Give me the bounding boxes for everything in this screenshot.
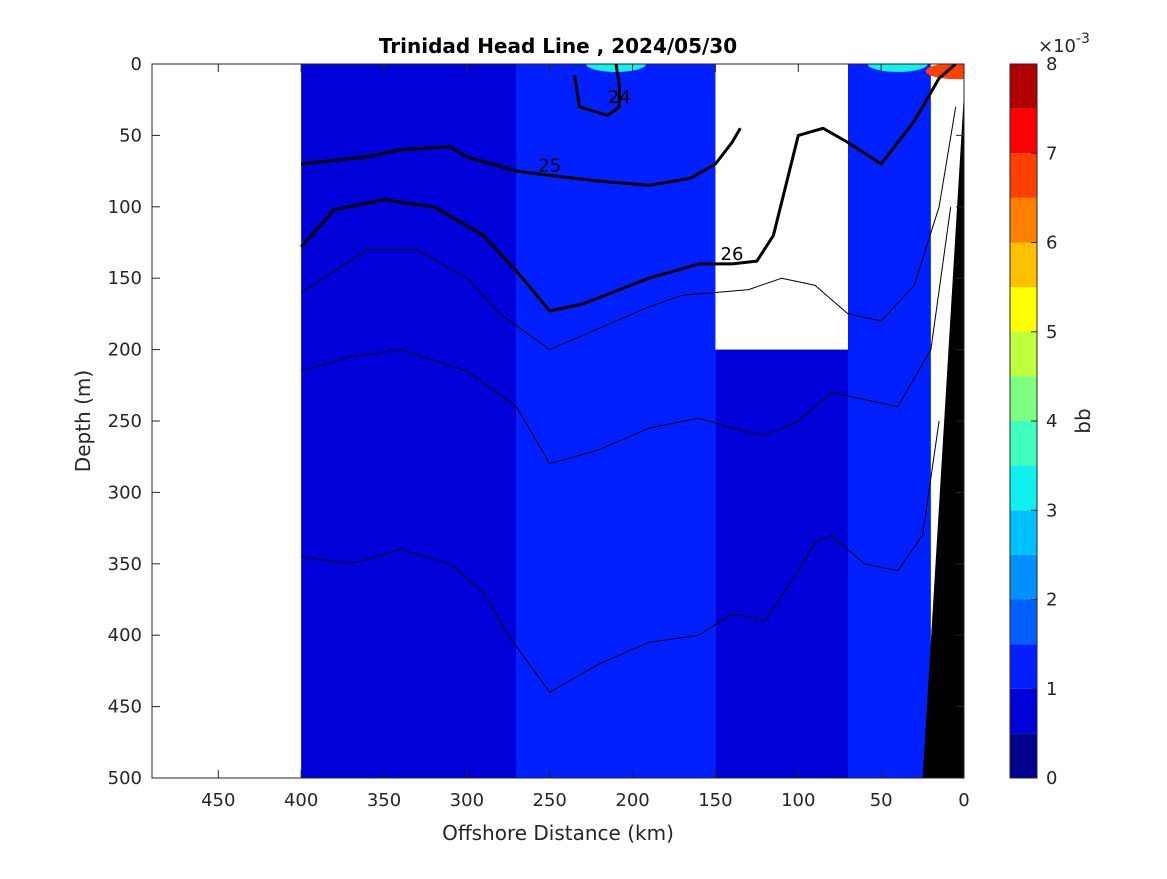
colorbar-multiplier-base: ×10 bbox=[1038, 36, 1076, 57]
colorbar-cell-13 bbox=[1010, 197, 1037, 243]
colorbar-cell-9 bbox=[1010, 376, 1037, 421]
x-tick-label-200: 200 bbox=[615, 790, 649, 811]
x-tick-label-350: 350 bbox=[367, 790, 401, 811]
x-axis-label: Offshore Distance (km) bbox=[442, 821, 674, 845]
chart-title: Trinidad Head Line , 2024/05/30 bbox=[379, 34, 737, 58]
x-axis-ticks: 450 400 350 300 250 200 150 100 50 0 bbox=[201, 64, 970, 811]
colorbar: 0 1 2 3 4 5 6 7 8 ×10-3 bb bbox=[1009, 31, 1095, 789]
colorbar-cell-1 bbox=[1010, 733, 1037, 778]
y-tick-label-150: 150 bbox=[108, 268, 142, 289]
y-tick-label-450: 450 bbox=[108, 697, 142, 718]
x-tick-label-450: 450 bbox=[201, 790, 235, 811]
seafloor-mask bbox=[922, 92, 964, 778]
isopycnal-26 bbox=[299, 64, 957, 313]
isopycnal-label-25: 25 bbox=[538, 155, 561, 176]
colorbar-tick-label-2: 2 bbox=[1046, 590, 1057, 611]
y-axis-label: Depth (m) bbox=[71, 370, 95, 472]
x-tick-label-250: 250 bbox=[533, 790, 567, 811]
y-tick-label-50: 50 bbox=[119, 125, 142, 146]
y-tick-label-350: 350 bbox=[108, 554, 142, 575]
colorbar-cell-15 bbox=[1010, 108, 1037, 154]
colorbar-tick-label-1: 1 bbox=[1046, 679, 1057, 700]
colorbar-cell-5 bbox=[1010, 554, 1037, 600]
colorbar-tick-label-8: 8 bbox=[1046, 54, 1057, 75]
colorbar-cell-8 bbox=[1010, 421, 1037, 466]
colorbar-cell-6 bbox=[1010, 510, 1037, 555]
x-tick-label-100: 100 bbox=[781, 790, 815, 811]
isopycnal-label-26: 26 bbox=[721, 244, 744, 265]
colorbar-cell-11 bbox=[1010, 287, 1037, 332]
colorbar-cells bbox=[1010, 64, 1037, 778]
isopycnal-thin-6 bbox=[301, 420, 940, 693]
colorbar-tick-label-4: 4 bbox=[1046, 411, 1057, 432]
colorbar-tick-label-6: 6 bbox=[1046, 233, 1057, 254]
colorbar-multiplier-exponent: -3 bbox=[1076, 31, 1090, 47]
colorbar-cell-10 bbox=[1010, 331, 1037, 377]
colorbar-ticks: 0 1 2 3 4 5 6 7 8 bbox=[1031, 54, 1057, 789]
fill-region-1 bbox=[301, 64, 517, 778]
seafloor bbox=[922, 92, 964, 778]
surface-feature-2 bbox=[867, 64, 928, 72]
colorbar-cell-3 bbox=[1010, 644, 1037, 689]
x-tick-label-150: 150 bbox=[698, 790, 732, 811]
isopycnal-thin-4 bbox=[300, 106, 957, 351]
colorbar-cell-14 bbox=[1010, 153, 1037, 198]
colorbar-tick-label-7: 7 bbox=[1046, 143, 1057, 164]
colorbar-cell-16 bbox=[1010, 64, 1037, 109]
colorbar-cell-4 bbox=[1010, 599, 1037, 645]
isopycnal-lines: 24 25 26 bbox=[299, 64, 957, 693]
x-tick-label-50: 50 bbox=[870, 790, 893, 811]
isopycnal-24 bbox=[573, 64, 621, 117]
colorbar-label: bb bbox=[1071, 408, 1095, 433]
y-tick-label-300: 300 bbox=[108, 482, 142, 503]
fill-region-3 bbox=[715, 349, 848, 778]
isopycnal-label-24: 24 bbox=[608, 87, 631, 108]
x-tick-label-300: 300 bbox=[450, 790, 484, 811]
y-axis-ticks: 0 50 100 150 200 250 300 350 400 450 500 bbox=[108, 54, 964, 789]
x-tick-label-400: 400 bbox=[284, 790, 318, 811]
y-tick-label-200: 200 bbox=[108, 340, 142, 361]
colorbar-multiplier: ×10-3 bbox=[1038, 31, 1090, 57]
y-tick-label-100: 100 bbox=[108, 197, 142, 218]
y-tick-label-0: 0 bbox=[131, 54, 142, 75]
colorbar-cell-7 bbox=[1010, 465, 1037, 511]
x-tick-label-0: 0 bbox=[958, 790, 969, 811]
isopycnal-25 bbox=[300, 127, 742, 187]
colorbar-tick-label-5: 5 bbox=[1046, 322, 1057, 343]
fill-region-4 bbox=[848, 64, 931, 778]
y-tick-label-400: 400 bbox=[108, 625, 142, 646]
colorbar-tick-label-3: 3 bbox=[1046, 500, 1057, 521]
colorbar-cell-12 bbox=[1010, 242, 1037, 288]
isopycnal-thin-5 bbox=[300, 206, 952, 465]
colorbar-tick-label-0: 0 bbox=[1046, 768, 1057, 789]
filled-contours bbox=[301, 64, 964, 778]
y-tick-label-500: 500 bbox=[108, 768, 142, 789]
y-tick-label-250: 250 bbox=[108, 411, 142, 432]
colorbar-cell-2 bbox=[1010, 688, 1037, 734]
